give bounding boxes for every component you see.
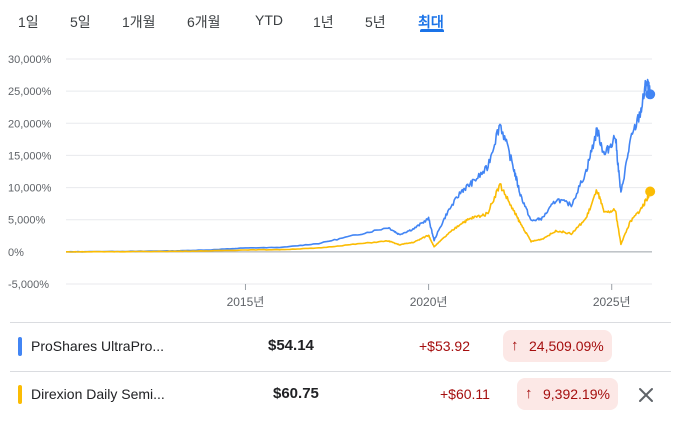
price-change: +$53.92 (419, 338, 470, 354)
comparison-row-proshares[interactable]: ProShares UltraPro... $54.14 +$53.92 ↑ 2… (0, 324, 681, 370)
security-name[interactable]: ProShares UltraPro... (31, 338, 165, 354)
series-color-marker (18, 385, 22, 404)
divider (10, 322, 671, 323)
series-line (66, 183, 651, 253)
y-tick-label: -5,000% (8, 279, 49, 291)
active-tab-indicator (420, 29, 444, 32)
tab-5-day[interactable]: 5일 (70, 14, 91, 30)
percent-change-badge: ↑ 24,509.09% (503, 330, 612, 362)
remove-comparison-button[interactable] (633, 382, 659, 408)
percent-change-value: 24,509.09% (529, 338, 604, 354)
y-tick-label: 10,000% (8, 183, 52, 195)
y-tick-label: 15,000% (8, 150, 52, 162)
comparison-row-direxion[interactable]: Direxion Daily Semi... $60.75 +$60.11 ↑ … (0, 372, 681, 418)
series-lines (66, 78, 656, 253)
performance-chart[interactable]: 30,000% 25,000% 20,000% 15,000% 10,000% 5,000… (0, 48, 681, 320)
close-icon (639, 388, 653, 402)
y-axis: 30,000% 25,000% 20,000% 15,000% 10,000% 5,000… (8, 54, 652, 291)
tab-1-day[interactable]: 1일 (18, 14, 39, 30)
y-tick-label: 25,000% (8, 86, 52, 98)
tab-6-month[interactable]: 6개월 (187, 14, 221, 30)
tab-ytd[interactable]: YTD (255, 12, 283, 28)
security-name[interactable]: Direxion Daily Semi... (31, 386, 165, 402)
series-end-marker (645, 186, 656, 197)
tab-5-year[interactable]: 5년 (365, 14, 386, 30)
range-tabs: 1일 5일 1개월 6개월 YTD 1년 5년 최대 (0, 0, 681, 40)
series-line (66, 78, 651, 253)
x-tick-label: 2020년 (410, 295, 448, 309)
y-tick-label: 0% (8, 247, 24, 259)
price: $54.14 (268, 337, 314, 354)
price: $60.75 (273, 385, 319, 402)
tab-max[interactable]: 최대 (418, 14, 444, 30)
series-color-marker (18, 337, 22, 356)
y-tick-label: 20,000% (8, 118, 52, 130)
tab-1-month[interactable]: 1개월 (122, 14, 156, 30)
arrow-up-icon: ↑ (525, 385, 533, 402)
chart-svg: 30,000% 25,000% 20,000% 15,000% 10,000% 5,000… (8, 54, 656, 309)
y-tick-label: 30,000% (8, 54, 52, 66)
x-axis: 2015년 2020년 2025년 (227, 284, 631, 309)
divider (10, 371, 671, 372)
x-tick-label: 2025년 (593, 295, 631, 309)
price-change: +$60.11 (440, 386, 490, 402)
series-end-marker (645, 89, 656, 100)
arrow-up-icon: ↑ (511, 337, 519, 354)
tab-1-year[interactable]: 1년 (313, 14, 334, 30)
percent-change-value: 9,392.19% (543, 386, 610, 402)
percent-change-badge: ↑ 9,392.19% (517, 378, 618, 410)
x-tick-label: 2015년 (227, 295, 265, 309)
y-tick-label: 5,000% (8, 215, 46, 227)
